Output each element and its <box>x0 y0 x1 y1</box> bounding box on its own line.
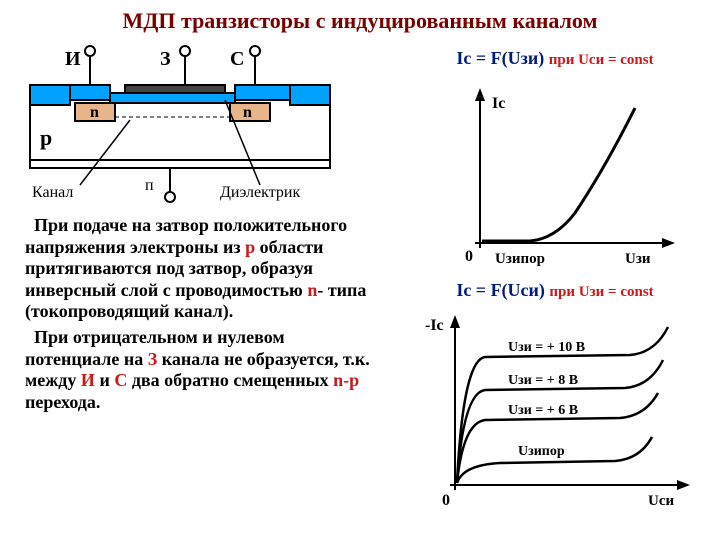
page-title: МДП транзисторы c индуцированным каналом <box>0 8 720 34</box>
chart1-x-label: Uзи <box>625 251 651 267</box>
chart1-title-b: при Uси = const <box>549 52 654 68</box>
n-well-left-label: n <box>90 104 99 121</box>
channel-label: Канал <box>32 184 73 201</box>
chart2-x-label: Uси <box>648 493 674 509</box>
dielectric-label: Диэлектрик <box>220 184 300 201</box>
description-paragraph: При подаче на затвор положительного напр… <box>25 215 375 413</box>
terminal-gate-label: З <box>160 48 171 70</box>
transfer-characteristic-chart: Iс = F(Uзи) при Uси = const Iс 0 Uзипор … <box>400 48 710 278</box>
chart1-title-a: Iс = F(Uзи) <box>456 48 548 68</box>
chart2-curve-0: Uзи = + 10 В <box>508 340 585 355</box>
transistor-diagram: И З С n n p п Канал Диэлектрик <box>25 45 355 205</box>
terminal-source-label: И <box>65 48 81 70</box>
n-well-right-label: n <box>243 104 252 121</box>
chart2-curve-3: Uзипор <box>518 444 565 459</box>
output-characteristic-chart: Iс = F(Uси) при Uзи = const Uзи = + 10 В… <box>400 280 710 520</box>
chart1-y-label: Iс <box>492 95 505 112</box>
substrate-terminal-label: п <box>145 177 154 194</box>
chart1-zero: 0 <box>465 248 473 265</box>
chart2-curve-1: Uзи = + 8 В <box>508 373 578 388</box>
chart2-title-b: при Uзи = const <box>549 284 653 300</box>
chart2-curve-2: Uзи = + 6 В <box>508 403 578 418</box>
chart1-threshold: Uзипор <box>495 251 545 267</box>
substrate-p-label: p <box>40 125 52 150</box>
chart2-y-label: -Ic <box>425 317 444 334</box>
chart2-zero: 0 <box>442 492 450 509</box>
chart2-title-a: Iс = F(Uси) <box>456 280 549 300</box>
terminal-drain-label: С <box>230 48 244 70</box>
